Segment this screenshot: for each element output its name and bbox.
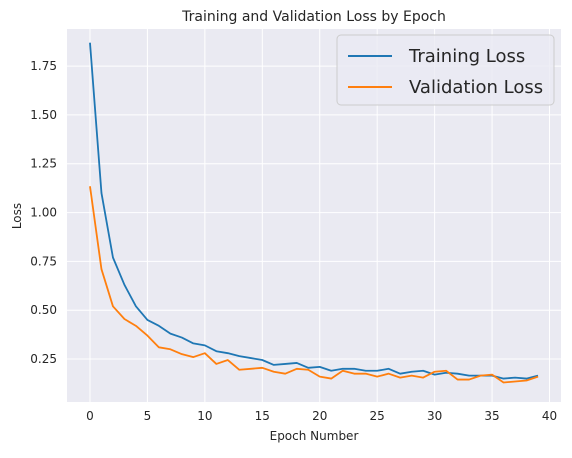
x-tick-label: 40 — [542, 409, 557, 423]
x-axis-label: Epoch Number — [270, 429, 359, 443]
legend: Training Loss Validation Loss — [336, 34, 555, 106]
x-tick-label: 5 — [144, 409, 152, 423]
y-tick-label: 0.50 — [30, 303, 57, 317]
legend-label-training-loss: Training Loss — [408, 46, 525, 67]
y-axis-label: Loss — [10, 203, 24, 229]
x-tick-label: 30 — [427, 409, 442, 423]
y-tick-label: 1.00 — [30, 206, 57, 220]
series-line-validation-loss — [89, 186, 539, 384]
y-tick-label: 1.25 — [30, 157, 57, 171]
x-tick-label: 0 — [86, 409, 94, 423]
x-tick-label: 20 — [312, 409, 327, 423]
y-tick-label: 0.75 — [30, 254, 57, 268]
legend-label-validation-loss: Validation Loss — [409, 77, 543, 98]
y-tick-label: 0.25 — [30, 352, 57, 366]
chart-title: Training and Validation Loss by Epoch — [181, 9, 446, 25]
tick-labels: 0 5 10 15 20 25 30 35 40 0.25 0.50 0.75 1.00 1.25 1.50… — [30, 59, 557, 423]
series-line-training-loss — [89, 42, 539, 380]
x-tick-label: 10 — [197, 409, 212, 423]
x-tick-label: 25 — [370, 409, 385, 423]
y-tick-label: 1.75 — [30, 59, 57, 73]
series-lines — [89, 42, 539, 384]
x-tick-label: 15 — [255, 409, 270, 423]
y-tick-label: 1.50 — [30, 108, 57, 122]
x-tick-label: 35 — [484, 409, 499, 423]
